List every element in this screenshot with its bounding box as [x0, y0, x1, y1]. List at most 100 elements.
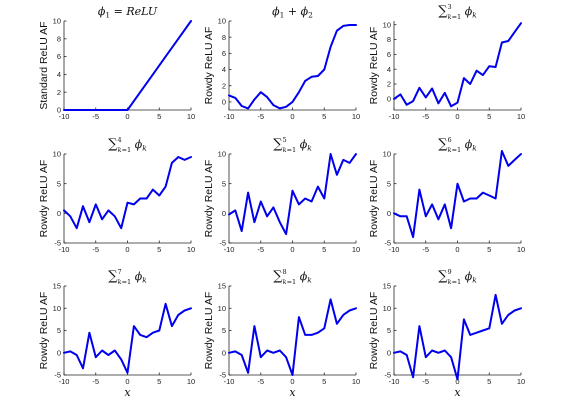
y-tick-label: 0 [222, 209, 226, 218]
x-tick-label: -5 [422, 245, 429, 254]
y-tick-label: 2 [222, 81, 226, 90]
x-tick-label: 0 [455, 377, 459, 386]
y-tick-label: 0 [222, 348, 226, 357]
y-axis-label: Rowdy ReLU AF [203, 27, 215, 105]
x-tick-label: 10 [517, 112, 525, 121]
subplot-title: ∑8 k=1 ϕk [273, 268, 312, 286]
subplot-title: ∑5 k=1 ϕk [273, 136, 312, 154]
y-tick-label: 8 [57, 34, 61, 43]
x-tick-label: -10 [59, 377, 70, 386]
axes-frame [63, 286, 191, 376]
x-tick-label: 5 [157, 377, 161, 386]
y-tick-label: 10 [383, 304, 391, 313]
x-tick-label: 5 [157, 112, 161, 121]
y-tick-label: 6 [57, 52, 61, 61]
y-tick-label: 0 [222, 98, 226, 107]
x-tick-label: -5 [257, 245, 264, 254]
y-tick-label: 10 [218, 304, 226, 313]
series-line [63, 20, 192, 111]
subplot-title: ∑7 k=1 ϕk [108, 268, 147, 286]
x-tick-label: 0 [290, 377, 294, 386]
x-tick-label: 0 [125, 245, 129, 254]
y-tick-label: 0 [387, 209, 391, 218]
y-tick-label: 4 [222, 65, 226, 74]
series-line [393, 293, 522, 381]
x-tick-label: 10 [517, 245, 525, 254]
y-tick-label: 15 [383, 282, 391, 291]
x-tick-label: 10 [352, 245, 360, 254]
x-tick-label: -5 [257, 377, 264, 386]
y-tick-label: 0 [387, 94, 391, 103]
x-tick-label: 10 [352, 112, 360, 121]
x-tick-label: -5 [92, 112, 99, 121]
y-tick-label: 5 [387, 179, 391, 188]
x-tick-label: 5 [487, 112, 491, 121]
y-tick-label: 6 [222, 49, 226, 58]
x-axis-label: x [289, 386, 296, 399]
y-axis-label: Rowdy ReLU AF [38, 292, 50, 370]
x-tick-label: 10 [187, 112, 195, 121]
series-line [393, 22, 522, 108]
x-tick-label: 10 [187, 245, 195, 254]
y-tick-label: 0 [387, 348, 391, 357]
y-tick-label: 10 [383, 150, 391, 159]
axes-frame [228, 286, 356, 376]
x-tick-label: 10 [517, 377, 525, 386]
x-tick-label: -5 [422, 377, 429, 386]
x-tick-label: 0 [125, 377, 129, 386]
series-line [63, 302, 192, 374]
y-tick-label: -5 [54, 239, 61, 248]
axes-frame [63, 21, 191, 111]
axes-frame [228, 21, 356, 111]
axes-frame [393, 21, 521, 111]
x-tick-label: 10 [352, 377, 360, 386]
x-tick-label: 5 [157, 245, 161, 254]
x-tick-label: 0 [455, 112, 459, 121]
series-line [228, 298, 357, 376]
y-tick-label: -5 [384, 371, 391, 380]
subplot-title: ϕ1 = ReLU [98, 5, 158, 20]
y-tick-label: 10 [53, 304, 61, 313]
y-tick-label: 2 [57, 88, 61, 97]
x-tick-label: 0 [125, 112, 129, 121]
y-axis-label: Rowdy ReLU AF [38, 160, 50, 238]
x-tick-label: -10 [224, 245, 235, 254]
y-tick-label: 5 [222, 326, 226, 335]
x-axis-label: x [124, 386, 131, 399]
x-tick-label: 5 [487, 245, 491, 254]
y-tick-label: 10 [218, 17, 226, 26]
y-tick-label: 10 [53, 17, 61, 26]
x-tick-label: -10 [389, 112, 400, 121]
x-axis-label: x [454, 386, 461, 399]
x-tick-label: 10 [187, 377, 195, 386]
x-tick-label: -5 [257, 112, 264, 121]
y-axis-label: Rowdy ReLU AF [368, 292, 380, 370]
axes-frame [63, 154, 191, 244]
subplot-title: ∑6 k=1 ϕk [438, 136, 477, 154]
subplot-1: -10 -5 0 5 10 0 2 4 6 8 10 ϕ1 = ReLU Standard ReLU A… [38, 5, 195, 121]
x-tick-label: 5 [487, 377, 491, 386]
x-tick-label: -10 [59, 112, 70, 121]
y-tick-label: -5 [219, 371, 226, 380]
y-tick-label: 2 [387, 80, 391, 89]
y-tick-label: 15 [218, 282, 226, 291]
y-tick-label: 4 [57, 70, 61, 79]
axes-frame [393, 154, 521, 244]
x-tick-label: 5 [322, 245, 326, 254]
y-tick-label: 0 [57, 209, 61, 218]
subplot-title: ∑9 k=1 ϕk [438, 268, 477, 286]
y-tick-label: 15 [53, 282, 61, 291]
y-tick-label: 5 [57, 326, 61, 335]
x-tick-label: 0 [290, 112, 294, 121]
y-tick-label: -5 [219, 239, 226, 248]
x-tick-label: 5 [322, 377, 326, 386]
x-tick-label: -10 [224, 377, 235, 386]
series-line [63, 156, 192, 230]
x-tick-label: -5 [92, 245, 99, 254]
axes-frame [393, 286, 521, 376]
y-axis-label: Rowdy ReLU AF [368, 160, 380, 238]
x-tick-label: 0 [455, 245, 459, 254]
